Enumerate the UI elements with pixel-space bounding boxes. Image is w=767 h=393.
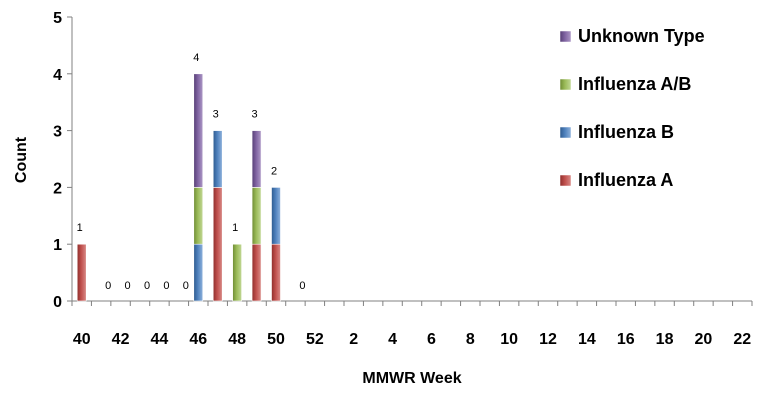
legend-label-influenza-b: Influenza B [578, 122, 674, 142]
y-tick-label: 1 [53, 237, 62, 254]
total-label: 1 [232, 222, 238, 234]
legend-label-unknown-type: Unknown Type [578, 26, 705, 46]
bar-influenza-a-b-week-49 [251, 187, 262, 245]
x-tick-label: 40 [73, 331, 91, 348]
y-tick-label: 4 [53, 67, 62, 84]
x-tick-label: 22 [733, 331, 751, 348]
y-tick-label: 2 [53, 180, 62, 197]
x-tick-label: 46 [189, 331, 207, 348]
y-tick-label: 5 [53, 10, 62, 27]
y-tick-label: 3 [53, 124, 62, 141]
total-label: 3 [213, 109, 219, 121]
x-tick-label: 48 [228, 331, 246, 348]
bar-influenza-a-week-49 [251, 243, 262, 302]
x-tick-label: 10 [500, 331, 518, 348]
x-tick-label: 12 [539, 331, 557, 348]
total-label: 3 [252, 109, 258, 121]
legend-swatch-unknown-type [559, 30, 572, 43]
legend-swatch-influenza-a [559, 174, 572, 187]
x-tick-label: 4 [388, 331, 397, 348]
total-label: 0 [125, 280, 131, 292]
bar-influenza-a-week-40 [76, 243, 87, 302]
x-tick-label: 2 [349, 331, 358, 348]
bar-influenza-a-b-week-46 [193, 187, 204, 245]
x-tick-label: 14 [578, 331, 596, 348]
x-tick-label: 16 [617, 331, 635, 348]
y-axis-label: Count [13, 136, 30, 183]
bars [76, 73, 281, 302]
total-label: 0 [144, 280, 150, 292]
total-labels: 1 0 0 0 0 0 4 3 1 3 2 0 [77, 52, 306, 292]
total-label: 0 [163, 280, 169, 292]
legend: Unknown Type Influenza A/B Influenza B Infl… [559, 26, 705, 190]
x-tick-label: 6 [427, 331, 436, 348]
legend-swatch-influenza-b [559, 126, 572, 139]
x-tick-label: 20 [695, 331, 713, 348]
total-label: 2 [271, 165, 277, 177]
y-ticks: 0 1 2 3 4 5 [53, 10, 72, 311]
y-tick-label: 0 [53, 294, 62, 311]
x-tick-label: 52 [306, 331, 324, 348]
bar-influenza-b-week-46 [193, 243, 204, 302]
bar-influenza-a-week-50 [271, 243, 281, 302]
legend-swatch-influenza-a-b [559, 78, 572, 91]
total-label: 0 [105, 280, 111, 292]
total-label: 0 [299, 280, 305, 292]
total-label: 1 [77, 222, 83, 234]
x-tick-label: 8 [466, 331, 475, 348]
bar-influenza-a-week-47 [212, 187, 223, 302]
bar-unknown-type-week-49 [251, 130, 262, 188]
x-axis-label: MMWR Week [362, 370, 461, 387]
bar-influenza-a-b-week-48 [232, 243, 242, 302]
bar-influenza-b-week-50 [271, 187, 281, 245]
x-tick-label: 50 [267, 331, 285, 348]
x-tick-label: 42 [112, 331, 130, 348]
legend-label-influenza-a-b: Influenza A/B [578, 74, 691, 94]
legend-label-influenza-a: Influenza A [578, 170, 673, 190]
bar-unknown-type-week-46 [193, 73, 204, 188]
x-ticks: 40 42 44 46 48 50 52 2 4 6 8 10 12 14 16 18 20 22 [71, 301, 753, 348]
x-tick-label: 44 [151, 331, 169, 348]
bar-influenza-b-week-47 [212, 130, 223, 188]
total-label: 0 [183, 280, 189, 292]
x-tick-label: 18 [656, 331, 674, 348]
total-label: 4 [193, 52, 199, 64]
